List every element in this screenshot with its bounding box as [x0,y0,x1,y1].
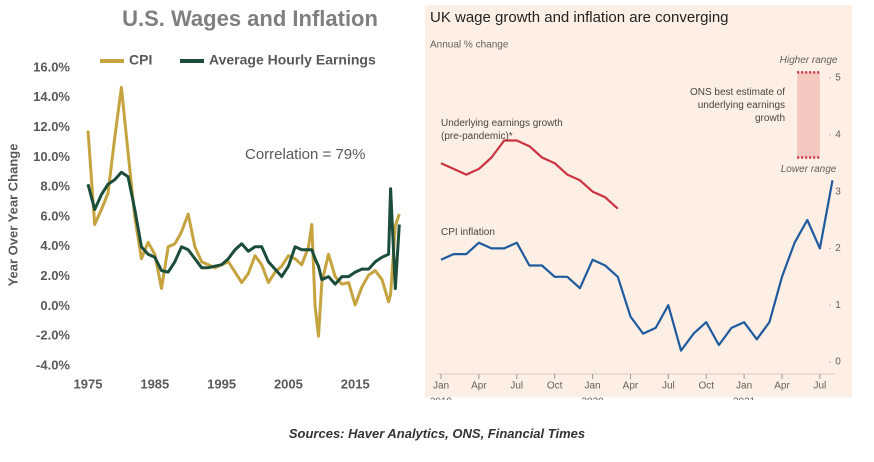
right-chart: UK wage growth and inflation are converg… [430,9,841,400]
y-tick-label: 2 [835,243,841,254]
annotation: Correlation = 79% [245,146,365,163]
x-tick-label: Jul [510,381,523,392]
series-label: CPI inflation [441,227,495,238]
year-label: 2019 [430,397,453,400]
x-tick-label: 1985 [140,376,169,391]
y-tick-label: 5 [835,73,841,84]
y-tick-label: 16.0% [33,59,70,74]
x-tick-label: 2015 [341,376,370,391]
legend-label: Average Hourly Earnings [209,52,376,68]
x-tick-label: Apr [471,381,487,392]
y-tick-label: 3 [835,186,841,197]
series-line [86,170,401,290]
y-tick-label: 6.0% [40,208,70,223]
y-tick-label: 8.0% [40,179,70,194]
band-label: ONS best estimate of underlying earnings… [689,87,785,124]
x-tick-label: Jul [662,381,675,392]
chart-title: U.S. Wages and Inflation [122,6,378,31]
series-line [440,180,834,352]
x-tick-label: 1995 [207,376,236,391]
subtitle: Annual % change [430,40,509,51]
y-tick-label: 14.0% [33,89,70,104]
chart-title: UK wage growth and inflation are converg… [430,9,729,26]
caption: Sources: Haver Analytics, ONS, Financial… [288,426,586,441]
y-tick-label: 2.0% [40,268,70,283]
x-tick-label: Apr [623,381,639,392]
range-low-label: Lower range [781,164,837,175]
y-tick-label: 1 [835,300,841,311]
range-high-label: Higher range [780,55,838,66]
x-tick-label: Jan [433,381,449,392]
left-chart: U.S. Wages and Inflation Year Over Year … [5,6,401,391]
year-label: 2020 [581,397,604,400]
x-tick-label: Jul [814,381,827,392]
series-line [440,139,619,210]
y-tick-label: -2.0% [36,328,70,343]
y-tick-label: -4.0% [36,357,70,372]
year-label: 2021 [733,397,756,400]
series-label: Underlying earnings growth (pre-pandemic… [441,118,563,142]
y-axis-label: Year Over Year Change [5,144,20,287]
x-tick-label: Jan [736,381,752,392]
y-tick-label: 4.0% [40,238,70,253]
y-tick-label: 0 [835,357,841,368]
x-tick-label: 2005 [274,376,303,391]
legend-label: CPI [129,52,152,68]
x-tick-label: Apr [774,381,790,392]
right-panel [425,5,852,397]
x-tick-label: Oct [698,381,714,392]
x-tick-label: Oct [547,381,563,392]
y-tick-label: 12.0% [33,119,70,134]
y-tick-label: 10.0% [33,149,70,164]
y-tick-label: 4 [835,129,841,140]
y-tick-label: 0.0% [40,298,70,313]
x-tick-label: Jan [584,381,600,392]
x-tick-label: 1975 [74,376,103,391]
range-band [797,72,820,158]
series-line [86,85,401,338]
